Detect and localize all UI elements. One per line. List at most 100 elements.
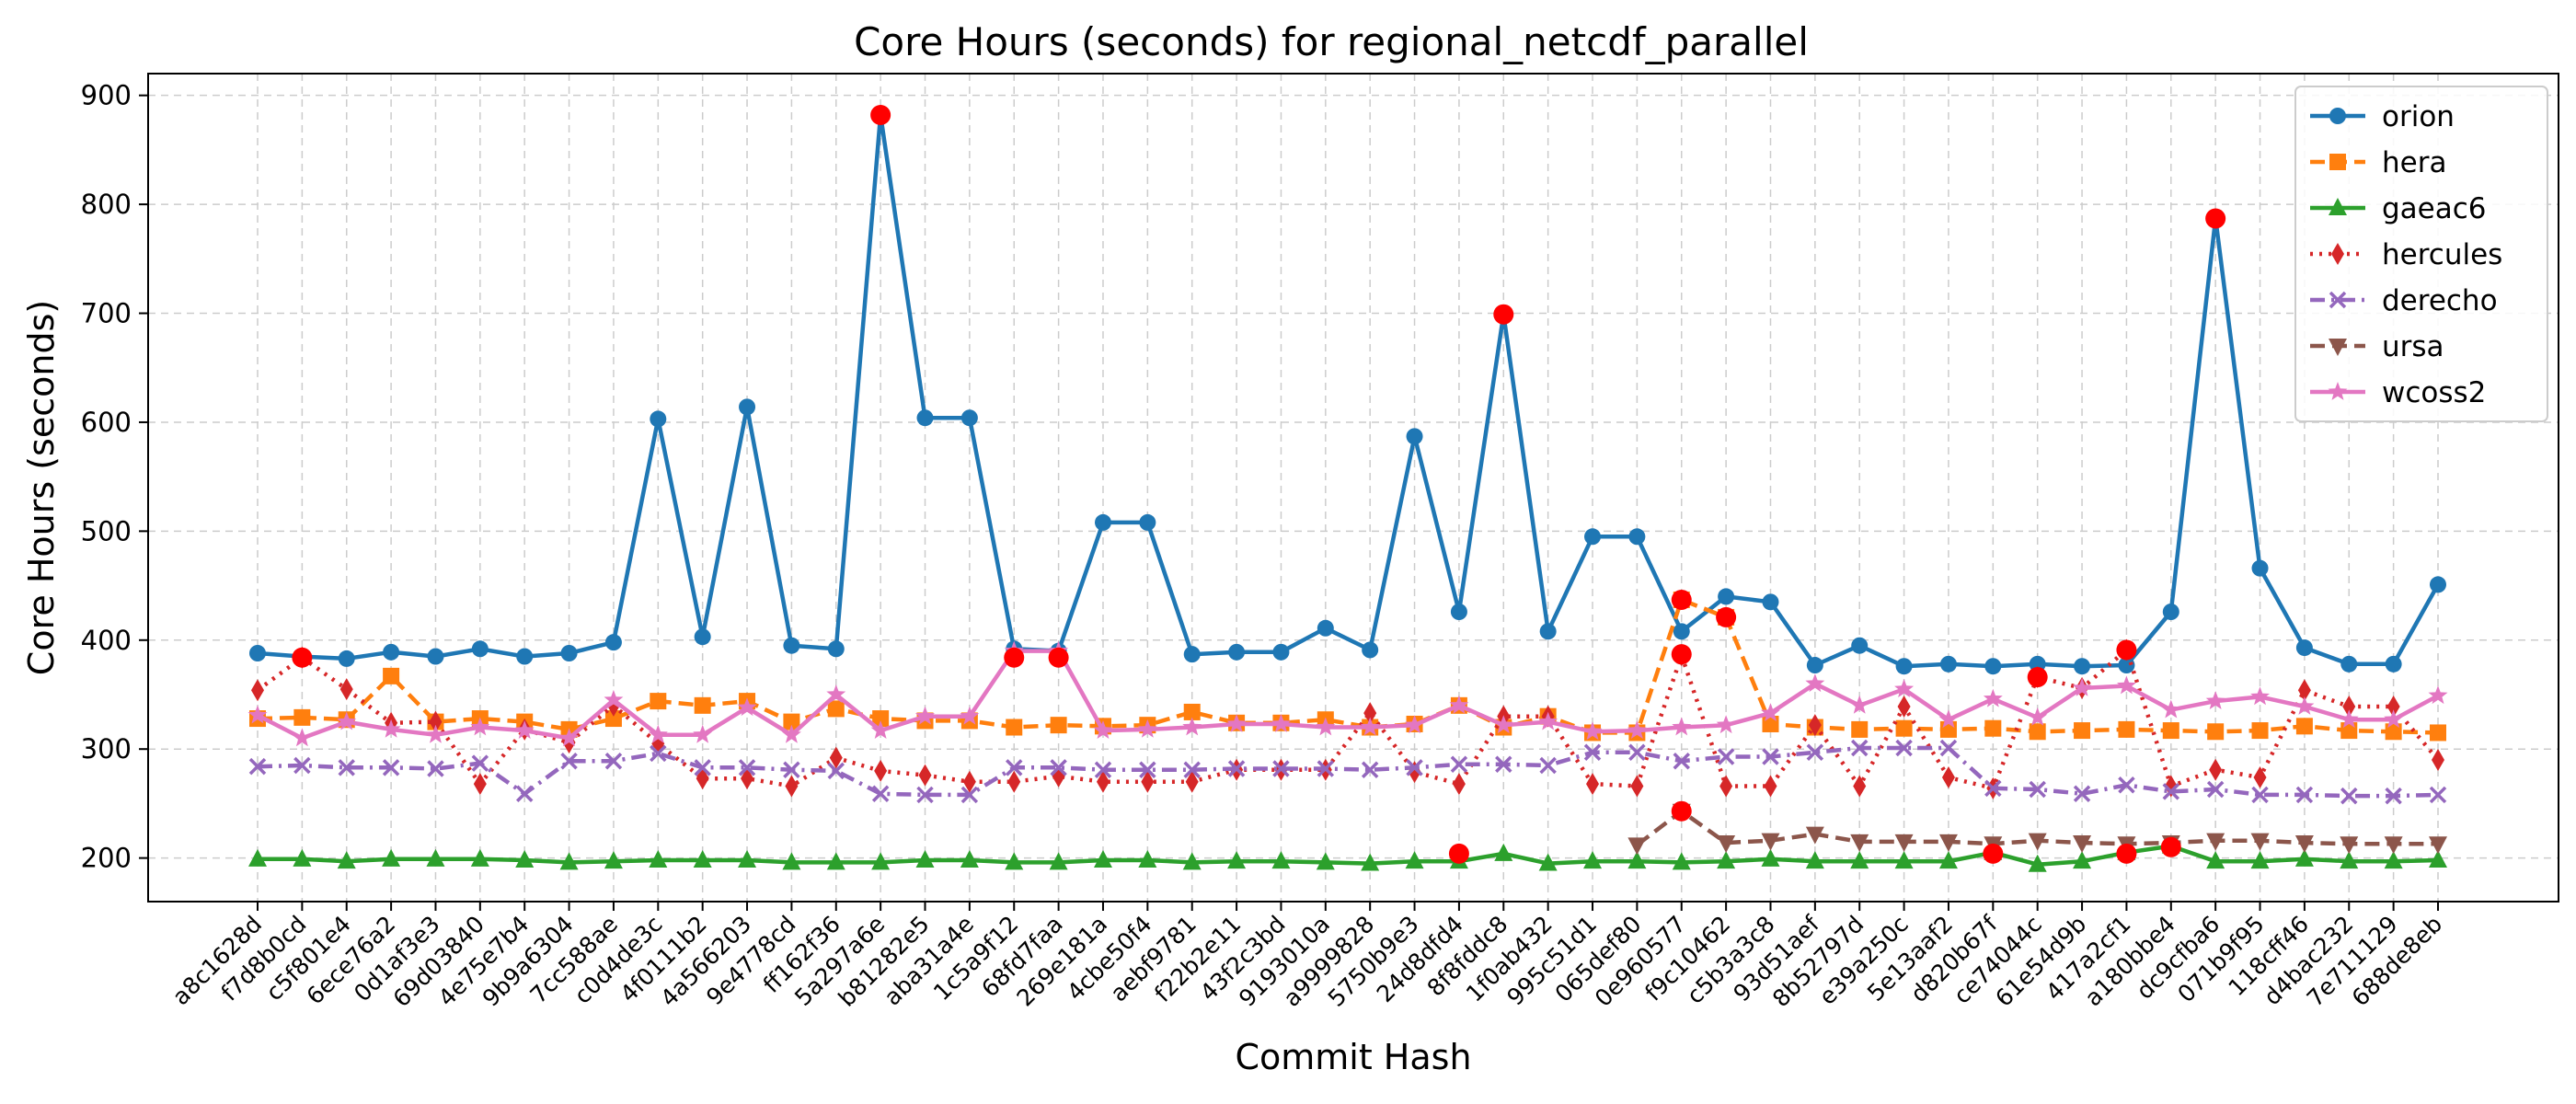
data-point-gaeac6	[604, 851, 623, 869]
data-point-derecho	[382, 759, 400, 776]
data-point-orion	[2118, 657, 2135, 674]
data-point-derecho	[248, 757, 267, 776]
data-point-derecho	[2340, 787, 2358, 805]
data-point-ursa	[2028, 833, 2047, 851]
y-axis-ticks: 200 300 400 500 600 700 800 900	[81, 80, 148, 874]
y-tick-label: 800	[81, 189, 132, 220]
data-point-derecho	[694, 759, 711, 776]
legend-label: gaeac6	[2382, 192, 2487, 225]
legend-item-ursa: ursa	[2310, 330, 2444, 363]
legend-marker	[2331, 243, 2344, 265]
data-point-hera	[1984, 719, 2002, 737]
data-point-hercules	[2209, 758, 2223, 781]
data-point-wcoss2	[648, 724, 668, 743]
data-point-derecho	[2295, 786, 2314, 804]
highlight-point	[2027, 667, 2048, 688]
data-point-ursa	[1627, 837, 1647, 856]
data-point-gaeac6	[826, 852, 845, 870]
data-point-wcoss2	[693, 724, 713, 743]
data-point-gaeac6	[1850, 851, 1869, 869]
data-point-gaeac6	[649, 850, 668, 868]
data-point-wcoss2	[1805, 673, 1825, 693]
data-point-wcoss2	[826, 684, 846, 703]
data-point-hera	[293, 708, 311, 726]
data-point-orion	[2074, 658, 2091, 675]
data-point-wcoss2	[1894, 679, 1915, 697]
data-point-gaeac6	[2429, 850, 2447, 868]
series-line-derecho	[257, 745, 2439, 799]
highlight-point	[2116, 639, 2137, 661]
data-point-derecho	[871, 785, 890, 803]
data-point-wcoss2	[381, 719, 401, 738]
data-point-wcoss2	[1672, 717, 1692, 736]
data-point-derecho	[783, 761, 800, 778]
data-point-derecho	[1628, 743, 1646, 762]
data-point-hercules	[1096, 770, 1110, 793]
data-point-wcoss2	[2205, 691, 2225, 709]
data-point-hercules	[1941, 766, 1955, 788]
data-point-wcoss2	[2161, 699, 2181, 719]
legend-item-gaeac6: gaeac6	[2310, 192, 2487, 225]
data-point-gaeac6	[1938, 851, 1958, 869]
data-point-gaeac6	[915, 850, 935, 868]
data-point-hercules	[874, 759, 888, 782]
data-point-derecho	[604, 752, 623, 770]
data-point-derecho	[916, 786, 934, 804]
data-point-gaeac6	[470, 848, 489, 867]
data-point-hercules	[829, 746, 843, 769]
data-point-derecho	[1317, 760, 1335, 777]
data-point-gaeac6	[382, 848, 401, 867]
data-point-hera	[694, 696, 711, 714]
data-point-hera	[1895, 719, 1913, 737]
data-point-derecho	[2029, 780, 2046, 799]
highlight-point	[1493, 304, 1514, 325]
data-point-derecho	[2206, 780, 2225, 799]
data-point-gaeac6	[1005, 852, 1024, 870]
data-point-orion	[1762, 593, 1779, 611]
data-point-orion	[2340, 655, 2358, 673]
series-line-gaeac6	[258, 844, 2439, 867]
series-wcoss2	[247, 640, 2448, 747]
data-point-hercules	[1719, 775, 1733, 798]
data-point-hercules	[1007, 770, 1021, 793]
data-point-derecho	[1939, 739, 1958, 757]
data-point-hera	[2340, 722, 2358, 740]
data-point-wcoss2	[337, 711, 357, 730]
legend-marker	[2329, 291, 2347, 309]
y-tick-label: 200	[81, 843, 132, 874]
data-point-hercules	[2297, 679, 2311, 702]
data-point-orion	[2385, 655, 2402, 673]
data-point-hera	[1851, 720, 1869, 738]
data-point-derecho	[560, 752, 578, 770]
legend-marker	[2329, 154, 2346, 170]
data-point-orion	[1406, 428, 1423, 445]
data-point-derecho	[1984, 779, 2002, 798]
data-point-derecho	[515, 785, 534, 803]
y-tick-label: 700	[81, 298, 132, 329]
data-point-derecho	[1050, 759, 1067, 776]
series-layer	[247, 107, 2448, 872]
data-point-wcoss2	[1449, 695, 1469, 714]
data-point-gaeac6	[1227, 851, 1247, 869]
data-point-wcoss2	[2250, 686, 2270, 706]
data-point-derecho	[1495, 755, 1512, 774]
data-point-hera	[2074, 722, 2091, 740]
data-point-derecho	[1183, 761, 1201, 778]
data-point-orion	[739, 398, 756, 416]
series-line-orion	[257, 112, 2440, 669]
legend-label: ursa	[2382, 330, 2444, 363]
data-point-gaeac6	[337, 851, 356, 869]
data-point-derecho	[2429, 786, 2447, 804]
data-point-orion	[1984, 658, 2002, 675]
data-point-derecho	[1717, 748, 1735, 765]
data-point-wcoss2	[470, 717, 490, 736]
data-point-orion	[1584, 528, 1602, 546]
data-point-orion	[560, 645, 578, 661]
legend-label: hera	[2382, 146, 2446, 179]
highlight-point	[2160, 836, 2181, 857]
y-tick-label: 900	[81, 80, 132, 111]
series-hercules	[251, 638, 2444, 799]
data-point-gaeac6	[2250, 851, 2270, 869]
data-point-hercules	[1185, 770, 1199, 793]
